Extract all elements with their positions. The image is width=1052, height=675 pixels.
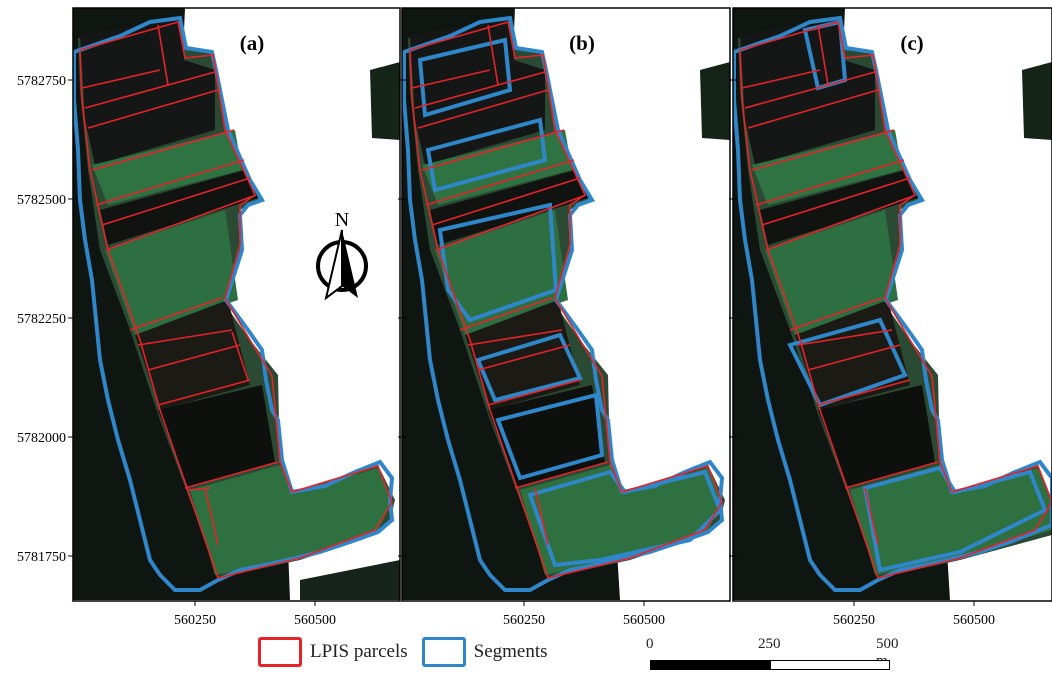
- y-tick-label: 5781750: [17, 550, 66, 565]
- scale-label: 0: [646, 636, 654, 652]
- y-tick-label: 5782500: [17, 193, 66, 208]
- map-panel-c: (c): [733, 8, 1052, 601]
- x-tick-label: 560500: [294, 613, 336, 628]
- legend: LPIS parcels Segments: [258, 632, 562, 672]
- scale-label: 250: [758, 636, 781, 652]
- scale-bar: 0 250 500 m: [646, 636, 899, 672]
- scale-segment-black: [650, 660, 770, 670]
- scale-segment-white: [770, 660, 890, 670]
- tick-marks: [68, 79, 975, 606]
- panel-label: (a): [240, 31, 265, 55]
- map-panel-a: N (a): [73, 8, 400, 601]
- north-label: N: [335, 209, 349, 231]
- x-tick-label: 560250: [503, 613, 545, 628]
- segment-outline: [73, 15, 395, 592]
- x-tick-label: 560250: [833, 613, 875, 628]
- x-tick-label: 560500: [623, 613, 665, 628]
- y-tick-label: 5782000: [17, 431, 66, 446]
- legend-item-segments: Segments: [421, 637, 548, 667]
- y-tick-label: 5782250: [17, 312, 66, 327]
- legend-label: Segments: [473, 641, 548, 662]
- x-tick-label: 560500: [953, 613, 995, 628]
- panel-label: (b): [569, 31, 595, 55]
- north-arrow-icon: N: [316, 209, 368, 301]
- x-axis: 560250 560500 560250 560500 560250 56050…: [174, 613, 995, 628]
- segments-swatch-icon: [421, 637, 466, 667]
- panel-label: (c): [900, 31, 923, 55]
- lpis-swatch-icon: [258, 637, 302, 667]
- y-tick-label: 5782750: [17, 74, 66, 89]
- map-panel-b: (b): [402, 8, 730, 601]
- legend-label: LPIS parcels: [310, 641, 408, 662]
- x-tick-label: 560250: [174, 613, 216, 628]
- legend-item-lpis: LPIS parcels: [258, 637, 408, 667]
- y-axis: 5782750 5782500 5782250 5782000 5781750: [17, 74, 66, 565]
